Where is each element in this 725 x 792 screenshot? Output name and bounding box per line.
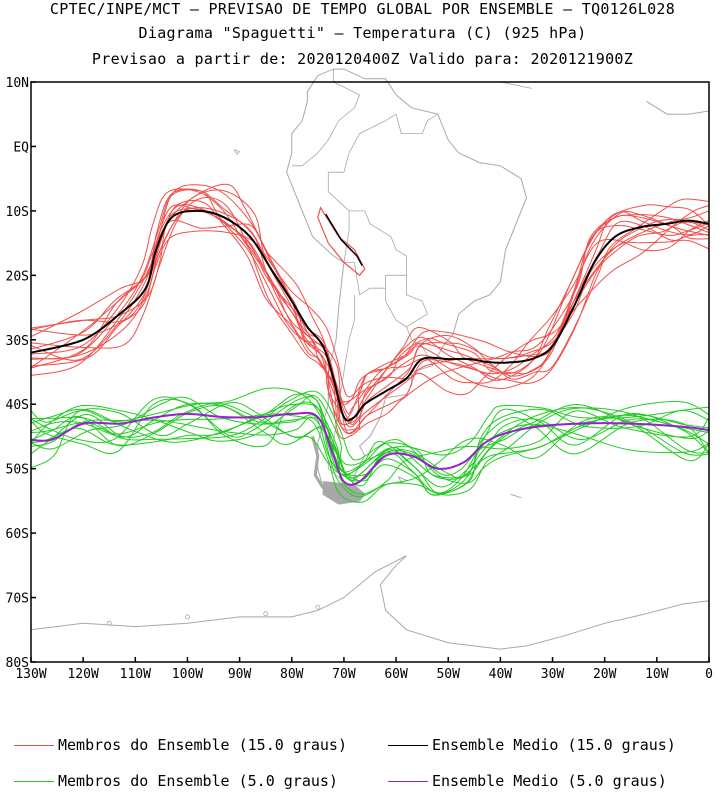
member-5-line (30, 398, 710, 495)
members-15-layer (30, 183, 710, 440)
member-15-line (30, 200, 710, 420)
legend-label-mean5: Ensemble Medio (5.0 graus) (432, 772, 667, 790)
member-5-line (30, 387, 710, 487)
y-tick-label: 50S (6, 463, 29, 478)
member-15-line (30, 189, 710, 425)
series-mean-5 (30, 411, 710, 486)
x-tick-label: 90W (228, 667, 252, 682)
x-tick-label: 80W (280, 667, 304, 682)
member-5-line (30, 413, 710, 503)
x-tick-label: 100W (172, 667, 203, 682)
antarctic-island (106, 620, 112, 626)
y-tick-label: 10S (6, 205, 29, 220)
chart-title-line2: Diagrama "Spaguetti" — Temperatura (C) (… (138, 24, 587, 42)
x-tick-label: 60W (384, 667, 408, 682)
plot-frame (30, 81, 710, 663)
legend-item-mean15: Ensemble Medio (15.0 graus) (388, 736, 676, 754)
legend-swatch-mean15 (388, 745, 428, 746)
y-tick-label: 60S (6, 527, 29, 542)
y-tick-label: 70S (6, 592, 29, 607)
south-america-coastline (286, 68, 528, 495)
country-border (291, 69, 361, 167)
legend-swatch-members15 (14, 745, 54, 746)
chart-title-line3: Previsao a partir de: 2020120400Z Valido… (91, 50, 634, 68)
map-background (30, 68, 710, 650)
mean-15-andes-contour (325, 213, 363, 267)
x-tick-label: 0 (705, 667, 713, 682)
south-georgia (510, 493, 522, 499)
x-tick-label: 130W (15, 667, 46, 682)
y-tick-label: 80S (6, 656, 29, 671)
y-tick-label: 10N (6, 76, 29, 91)
axes: 130W 120W 110W 100W 90W 80W 70W 60W 50W 40W 30W 20W… (6, 76, 713, 682)
country-border (406, 275, 433, 366)
x-tick-label: 20W (593, 667, 617, 682)
member-5-line (30, 396, 710, 498)
legend-label-mean15: Ensemble Medio (15.0 graus) (432, 736, 676, 754)
mean-series-layer (30, 209, 710, 486)
legend-label-members5: Membros do Ensemble (5.0 graus) (58, 772, 338, 790)
island (500, 81, 532, 89)
legend-label-members15: Membros do Ensemble (15.0 graus) (58, 736, 347, 754)
antarctica-coastline (30, 555, 710, 650)
country-border (327, 113, 397, 263)
member-15-line (30, 204, 710, 415)
y-tick-label: 30S (6, 334, 29, 349)
y-tick-label: 20S (6, 269, 29, 284)
member-5-line (31, 390, 710, 484)
member-15-line (30, 197, 710, 420)
member-15-line (30, 189, 710, 425)
africa-coastline (646, 100, 710, 115)
member-5-line (30, 393, 710, 496)
antarctic-island (315, 604, 321, 610)
y-tick-label: 40S (6, 398, 29, 413)
legend-item-members15: Membros do Ensemble (15.0 graus) (14, 736, 347, 754)
antarctic-island (185, 614, 190, 620)
country-border (395, 113, 439, 134)
x-tick-label: 30W (541, 667, 565, 682)
galapagos (233, 148, 241, 155)
member-15-andes-contour (317, 206, 366, 277)
chart-title-line1: CPTEC/INPE/MCT — PREVISAO DE TEMPO GLOBA… (49, 0, 676, 18)
legend-swatch-members5 (14, 781, 54, 782)
x-tick-label: 110W (120, 667, 151, 682)
member-5-line (30, 405, 710, 496)
member-15-line (30, 210, 710, 431)
legend-item-mean5: Ensemble Medio (5.0 graus) (388, 772, 667, 790)
x-tick-label: 50W (436, 667, 460, 682)
legend-swatch-mean5 (388, 781, 428, 782)
member-15-line (30, 183, 710, 426)
x-tick-label: 10W (645, 667, 669, 682)
legend-item-members5: Membros do Ensemble (5.0 graus) (14, 772, 338, 790)
antarctic-island (263, 611, 269, 617)
member-5-line (30, 403, 710, 479)
series-mean-15 (30, 209, 710, 422)
x-tick-label: 120W (67, 667, 98, 682)
x-tick-label: 40W (489, 667, 513, 682)
members-5-layer (30, 387, 710, 503)
country-border (385, 288, 407, 328)
x-tick-label: 70W (332, 667, 356, 682)
chile-fjords (311, 436, 325, 489)
y-tick-label: EQ (13, 140, 29, 155)
member-5-line (30, 394, 710, 496)
member-15-line (30, 208, 710, 434)
